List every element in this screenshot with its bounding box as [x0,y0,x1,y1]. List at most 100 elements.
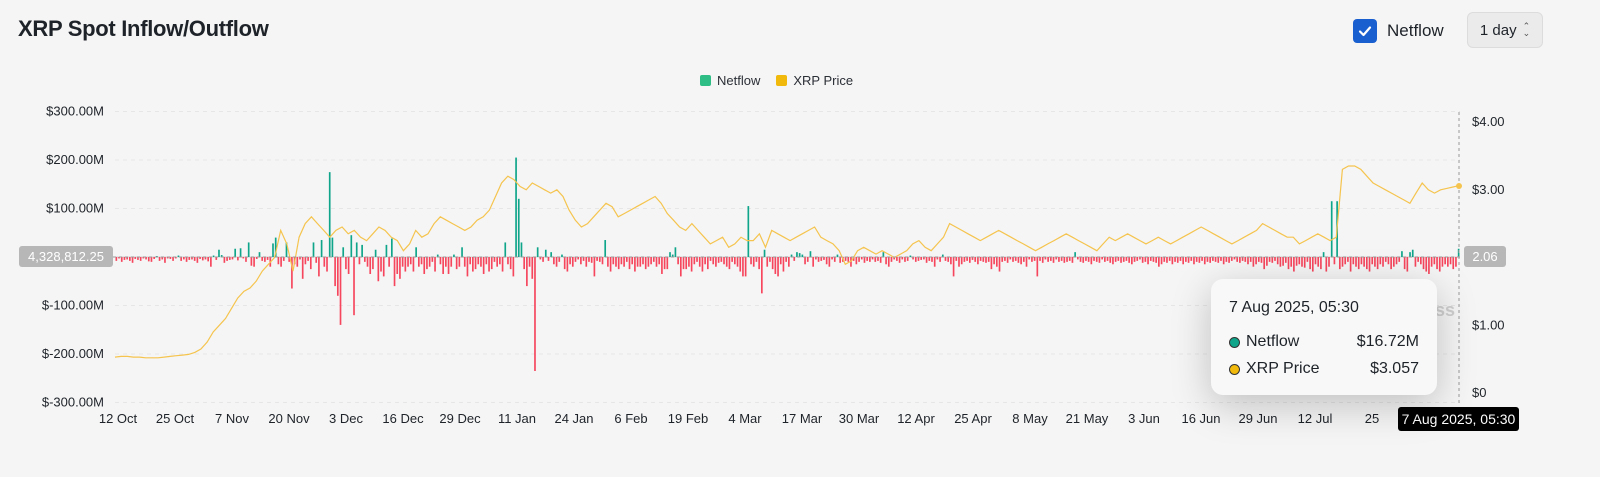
netflow-bar [977,257,979,265]
netflow-bar [318,257,320,277]
netflow-bar [261,257,264,261]
x-tick-label: 30 Mar [839,411,880,426]
netflow-bar [382,257,385,277]
netflow-bar [423,257,426,274]
netflow-bar [461,247,463,257]
netflow-bar [779,257,782,265]
netflow-bar [647,257,650,267]
netflow-bar [885,257,887,265]
tooltip-price-name: XRP Price [1246,360,1320,377]
netflow-bar [247,242,250,257]
netflow-bar [801,254,804,257]
netflow-bar [706,257,709,270]
netflow-bar [328,172,331,258]
netflow-bar [812,257,814,267]
x-tick-label: 3 Jun [1128,411,1160,426]
watermark-text: ss [1435,300,1455,320]
netflow-bar [771,257,774,270]
x-tick-label: 17 Mar [782,411,823,426]
netflow-bar [118,257,120,259]
legend-item-netflow[interactable]: Netflow [700,73,760,88]
netflow-bar [1401,251,1403,257]
netflow-bar [183,257,185,260]
netflow-bar [793,257,796,261]
x-tick-label: 12 Oct [99,411,138,426]
netflow-bar [301,257,304,279]
netflow-bar [1087,257,1090,262]
netflow-bar [1152,257,1155,262]
netflow-bar [674,247,677,257]
netflow-checkbox[interactable] [1353,19,1377,43]
legend-item-xrp-price[interactable]: XRP Price [776,73,853,88]
netflow-bar [744,257,747,277]
netflow-bar [963,257,966,262]
netflow-bar [1058,257,1060,262]
netflow-bar [542,257,544,262]
netflow-bar [1257,257,1260,262]
xrp-price-line [114,165,1460,359]
netflow-bar [1031,257,1033,262]
netflow-bar [369,257,372,274]
netflow-bar [1452,257,1455,270]
netflow-bar [420,257,423,265]
netflow-bar [1260,257,1263,263]
netflow-bar [931,257,933,262]
netflow-bar [1330,201,1333,257]
netflow-bar [574,257,577,262]
netflow-bar [874,257,877,262]
netflow-bar [1303,257,1306,268]
netflow-bar [1017,257,1020,263]
netflow-bar [1455,257,1457,267]
x-tick-label: 25 Apr [954,411,992,426]
netflow-toggle[interactable]: Netflow [1353,18,1444,44]
netflow-bar [809,251,812,257]
x-tick-label: 25 [1365,411,1379,426]
y-right-tick-label: $3.00 [1472,182,1505,197]
netflow-bar [339,257,342,325]
netflow-bar [361,244,363,258]
netflow-bar [1379,257,1382,265]
netflow-bar [1147,257,1149,265]
netflow-bar [993,257,995,265]
netflow-bar [210,257,212,267]
netflow-bar [558,257,561,262]
netflow-bar [291,257,293,289]
netflow-bar [1006,257,1009,263]
netflow-bar [642,257,644,265]
netflow-bar [1025,257,1028,267]
netflow-bar [1449,257,1452,265]
netflow-bar [274,237,277,257]
netflow-bar [345,257,347,270]
netflow-bar [712,257,715,265]
netflow-bar [237,257,239,261]
netflow-bar [315,257,318,263]
netflow-bar [1284,257,1287,263]
netflow-bar [950,257,952,265]
netflow-bar [288,257,291,262]
crosshair-right-value: 2.06 [1464,246,1506,267]
netflow-bar [1249,257,1252,262]
netflow-bar [1425,257,1428,272]
netflow-bar [463,257,466,267]
netflow-bar [601,257,604,265]
netflow-bar [933,257,936,267]
interval-select[interactable]: 1 day ⌃ ⌄ [1467,12,1543,48]
netflow-bar [1309,257,1311,270]
netflow-bar [1085,257,1087,261]
chart-legend: Netflow XRP Price [700,73,853,88]
tooltip-row-netflow: Netflow $16.72M [1229,333,1419,351]
netflow-bar [912,257,914,260]
netflow-bar [418,257,420,267]
netflow-bar [445,257,447,267]
netflow-bar [1228,257,1230,263]
netflow-bar [774,257,777,274]
netflow-bar [896,257,898,261]
netflow-bar [582,257,585,261]
netflow-bar [820,257,823,261]
netflow-bar [590,257,593,263]
tooltip-netflow-name: Netflow [1246,333,1300,350]
netflow-bar [1222,257,1225,265]
netflow-bar [1387,257,1390,265]
netflow-bar [806,257,809,262]
